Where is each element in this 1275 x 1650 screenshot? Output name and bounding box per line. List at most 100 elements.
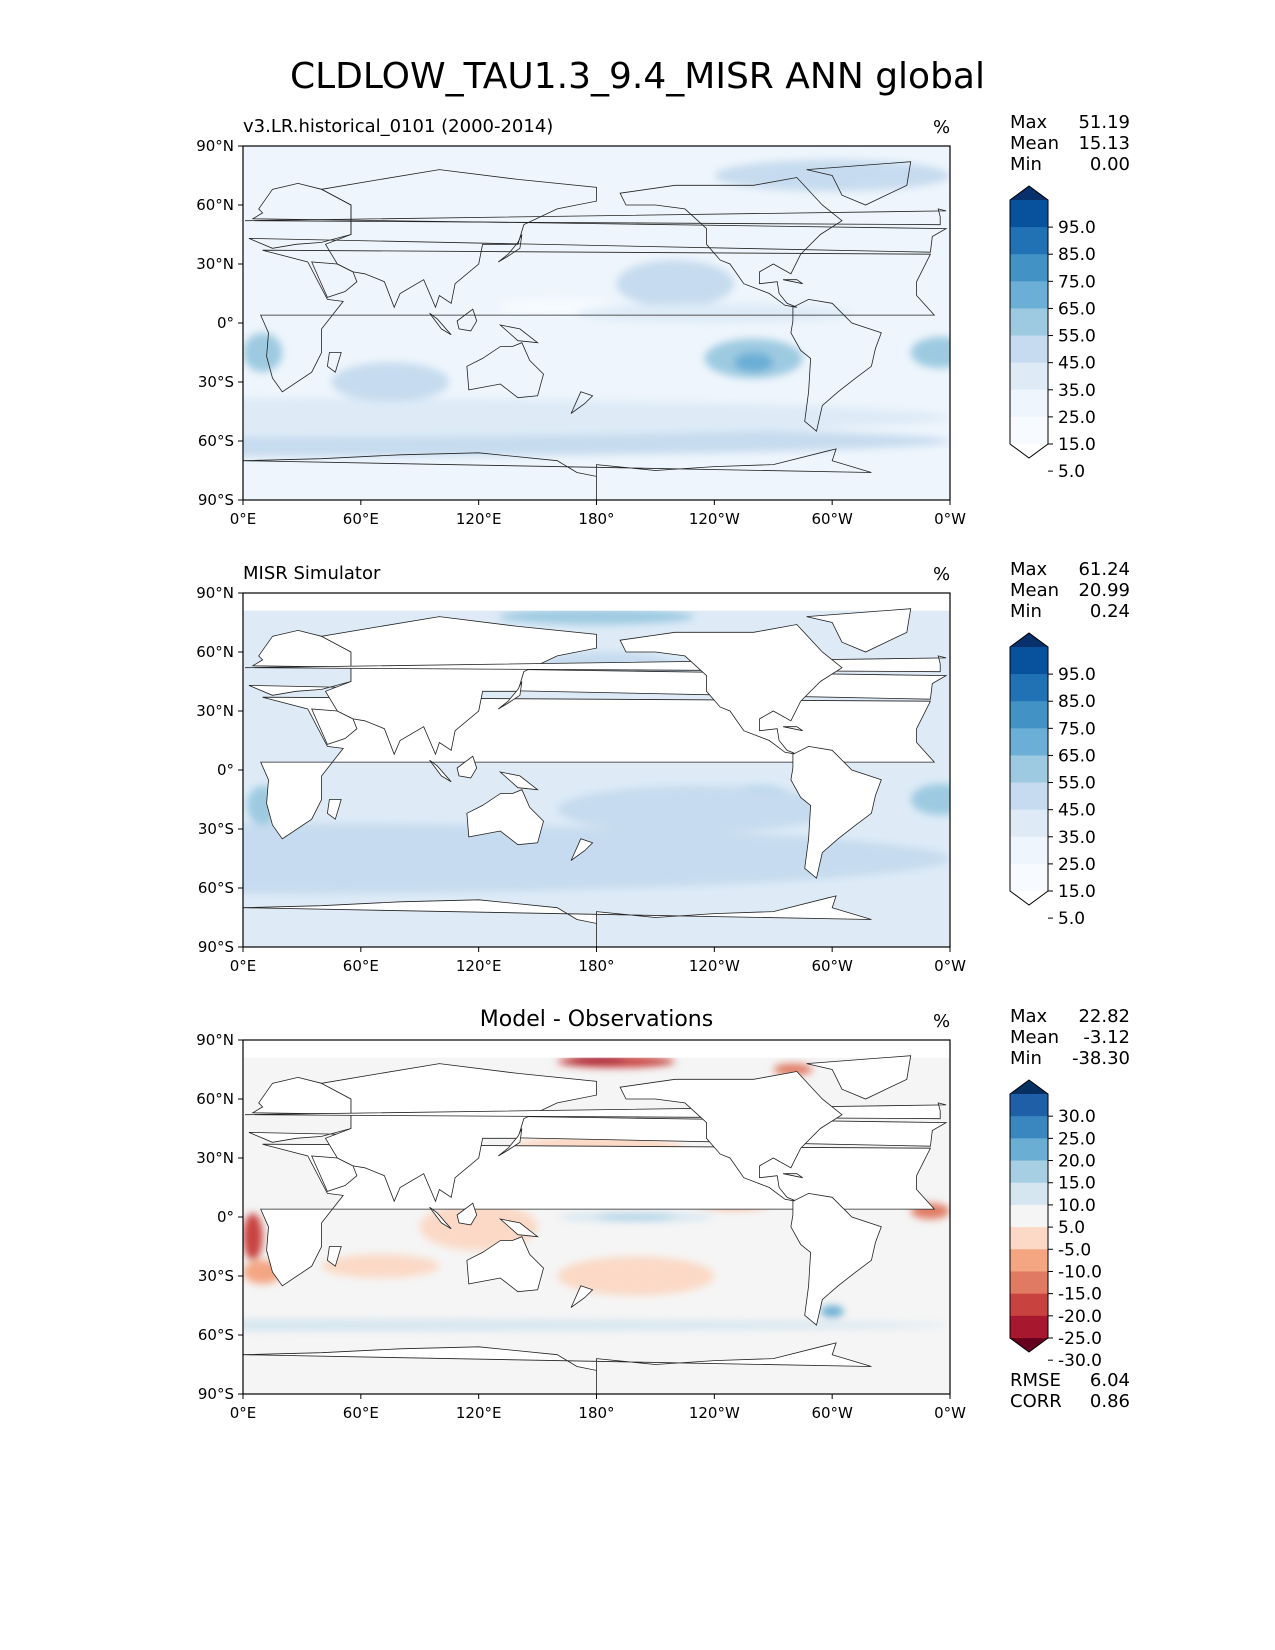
colorbar-band <box>1010 1204 1048 1228</box>
x-tick-label: 60°E <box>343 510 379 528</box>
colorbar-band <box>1010 647 1048 675</box>
colorbar-extend-bottom <box>1010 444 1048 458</box>
field-patch <box>557 785 833 833</box>
colorbar-extend-top <box>1010 1080 1048 1094</box>
coastline-cuba <box>783 726 803 732</box>
colorbar-band <box>1010 281 1048 309</box>
panel-subtitle: v3.LR.historical_0101 (2000-2014) <box>243 116 554 137</box>
field-patch <box>773 1063 813 1076</box>
colorbar-band <box>1010 863 1048 892</box>
coastline-borneo <box>456 1202 478 1226</box>
colorbar-band <box>1010 227 1048 255</box>
coastline-australia <box>466 1236 544 1293</box>
coastline-africa <box>260 249 936 393</box>
y-tick-label: 60°S <box>198 432 234 450</box>
coastline-madagascar <box>326 1246 342 1267</box>
field-patch <box>243 823 950 894</box>
x-tick-label: 60°E <box>343 957 379 975</box>
stat-max-label: Max <box>1010 1006 1048 1027</box>
coastline-antarctica <box>243 1342 872 1394</box>
stat-mean-label: Mean <box>1010 1027 1060 1048</box>
coastline-samerica <box>790 1192 882 1326</box>
coastline-antarctica <box>243 895 872 947</box>
coastline-sumatra <box>429 312 452 336</box>
x-tick-label: 120°E <box>456 510 502 528</box>
colorbar-tick-label: -5.0 <box>1058 1240 1091 1260</box>
stat-mean-value: 20.99 <box>1078 580 1130 601</box>
coastline-samerica <box>790 745 882 879</box>
panel-subtitle: MISR Simulator <box>243 563 381 584</box>
coastline-newguinea <box>498 1218 539 1238</box>
stat-max-label: Max <box>1010 112 1048 133</box>
x-tick-label: 120°E <box>456 957 502 975</box>
colorbar-tick-label: 10.0 <box>1058 1196 1096 1216</box>
colorbar-band <box>1010 728 1048 756</box>
units-label: % <box>933 117 951 138</box>
coastline-cuba <box>783 1173 803 1179</box>
colorbar-extend-top <box>1010 633 1048 647</box>
y-tick-label: 60°S <box>198 879 234 897</box>
y-tick-label: 60°N <box>196 1090 234 1108</box>
y-tick-label: 0° <box>217 761 234 779</box>
colorbar-tick-label: -15.0 <box>1058 1285 1102 1305</box>
colorbar-band <box>1010 1227 1048 1250</box>
colorbar-band <box>1010 755 1048 784</box>
colorbar-tick-label: 30.0 <box>1058 1107 1096 1127</box>
metric-rmse-label: RMSE <box>1010 1370 1061 1391</box>
colorbar-tick-label: 85.0 <box>1058 692 1096 712</box>
x-tick-label: 120°W <box>689 957 740 975</box>
stat-min-value: 0.24 <box>1089 601 1130 622</box>
map-panel-reference: 0°E 60°E 120°E 180° 120°W 60°W 0°W 90°N 60°N 30°N… <box>196 584 966 975</box>
colorbar-tick-label: 20.0 <box>1058 1152 1096 1172</box>
coastlines <box>243 161 948 500</box>
map-panel-test: 0°E 60°E 120°E 180° 120°W 60°W 0°W 90°N 60°N 30°N… <box>196 137 966 528</box>
colorbar-tick-label: 35.0 <box>1058 828 1096 848</box>
stat-min-value: 0.00 <box>1089 154 1130 175</box>
colorbar-tick-label: 5.0 <box>1058 462 1085 482</box>
colorbar-tick-label: 85.0 <box>1058 245 1096 265</box>
units-label: % <box>933 1011 951 1032</box>
colorbar-band <box>1010 416 1048 445</box>
coastline-sumatra <box>429 1206 452 1230</box>
field-patch <box>616 260 734 308</box>
x-tick-label: 180° <box>578 510 614 528</box>
y-tick-label: 0° <box>217 314 234 332</box>
no-data-band <box>243 1040 950 1058</box>
field-patch <box>820 1305 844 1318</box>
stat-mean-label: Mean <box>1010 133 1060 154</box>
stat-mean-value: -3.12 <box>1083 1027 1130 1048</box>
y-tick-label: 60°S <box>198 1326 234 1344</box>
x-tick-label: 0°E <box>230 1404 257 1422</box>
coastline-sumatra <box>429 759 452 783</box>
colorbar-tick-label: 55.0 <box>1058 327 1096 347</box>
coastline-uk <box>244 208 947 226</box>
coastline-samerica <box>790 298 882 432</box>
colorbar-tick-label: 65.0 <box>1058 299 1096 319</box>
colorbar-tick-label: 45.0 <box>1058 801 1096 821</box>
colorbar-band <box>1010 1271 1048 1295</box>
field-patch <box>557 1256 715 1296</box>
coastlines <box>243 608 948 947</box>
field-patch <box>321 1254 440 1278</box>
field-patch <box>321 773 460 806</box>
colorbar-band <box>1010 836 1048 865</box>
x-tick-label: 0°W <box>934 510 966 528</box>
field-test <box>243 146 950 500</box>
metric-rmse-value: 6.04 <box>1089 1370 1130 1391</box>
units-label: % <box>933 564 951 585</box>
y-tick-label: 60°N <box>196 196 234 214</box>
coastline-australia <box>466 789 544 846</box>
coastline-japan <box>498 1128 523 1157</box>
colorbar-band <box>1010 1116 1048 1139</box>
colorbar-tick-label: 25.0 <box>1058 1129 1096 1149</box>
colorbar-band <box>1010 1160 1048 1184</box>
x-tick-label: 60°W <box>811 957 853 975</box>
coastline-newguinea <box>498 771 539 791</box>
coastline-greenland <box>806 1055 912 1100</box>
stat-max-label: Max <box>1010 559 1048 580</box>
colorbar-tick-label: 45.0 <box>1058 354 1096 374</box>
y-tick-label: 30°N <box>196 702 234 720</box>
coastline-asia <box>320 616 597 756</box>
